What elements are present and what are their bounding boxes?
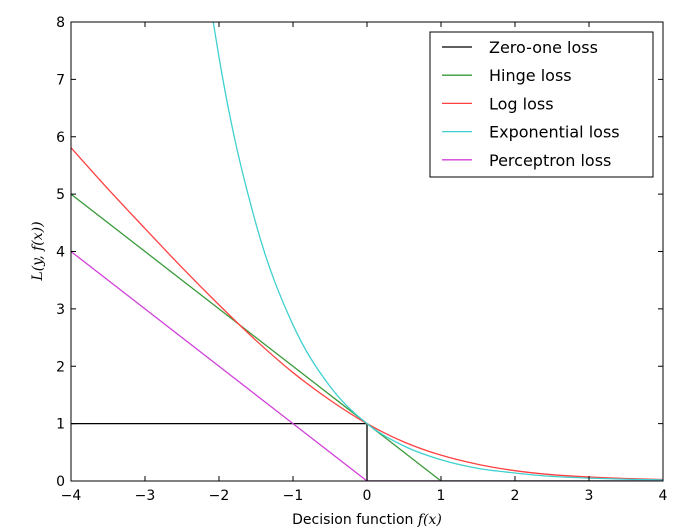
x-axis-label: Decision function f(x) bbox=[292, 512, 442, 528]
y-tick-label: 0 bbox=[56, 474, 65, 490]
x-tick-label: 3 bbox=[585, 488, 594, 504]
x-tick-label: −2 bbox=[209, 488, 230, 504]
legend-label: Exponential loss bbox=[489, 123, 620, 142]
legend-frame bbox=[429, 31, 654, 178]
legend-item: Perceptron loss bbox=[442, 151, 611, 170]
legend-item: Exponential loss bbox=[442, 123, 620, 142]
y-tick-label: 6 bbox=[56, 130, 65, 146]
legend-label: Log loss bbox=[489, 94, 554, 113]
y-tick-label: 7 bbox=[56, 72, 65, 88]
y-tick-label: 3 bbox=[56, 302, 65, 318]
ticks-group: −4 −3 −2 −1 0 1 2 3 4 0 1 2 3 4 5 6 7 8 bbox=[56, 15, 667, 504]
y-axis-label: L(y, f(x)) bbox=[30, 221, 46, 281]
legend-label: Perceptron loss bbox=[489, 151, 611, 170]
x-tick-label: −3 bbox=[135, 488, 156, 504]
y-tick-label: 2 bbox=[56, 359, 65, 375]
legend-item: Log loss bbox=[442, 94, 554, 113]
legend-item: Zero-one loss bbox=[442, 38, 598, 57]
y-tick-label: 4 bbox=[56, 245, 65, 261]
y-tick-label: 1 bbox=[56, 417, 65, 433]
legend: Zero-one loss Hinge loss Log loss Exponenti… bbox=[429, 31, 654, 178]
legend-item: Hinge loss bbox=[442, 66, 572, 85]
series-line-perceptron-loss bbox=[71, 250, 663, 481]
series-line-zero-one-loss bbox=[71, 422, 663, 481]
series-group bbox=[71, 22, 663, 481]
legend-label: Zero-one loss bbox=[489, 38, 598, 57]
x-tick-label: 0 bbox=[363, 488, 372, 504]
legend-label: Hinge loss bbox=[489, 66, 572, 85]
series-line-hinge-loss bbox=[71, 193, 663, 481]
x-tick-label: −4 bbox=[61, 488, 82, 504]
x-tick-label: 4 bbox=[659, 488, 668, 504]
x-tick-label: −1 bbox=[283, 488, 304, 504]
y-tick-label: 8 bbox=[56, 15, 65, 31]
x-tick-label: 1 bbox=[437, 488, 446, 504]
series-line-exponential-loss bbox=[212, 22, 663, 481]
y-tick-label: 5 bbox=[56, 187, 65, 203]
x-tick-label: 2 bbox=[511, 488, 520, 504]
